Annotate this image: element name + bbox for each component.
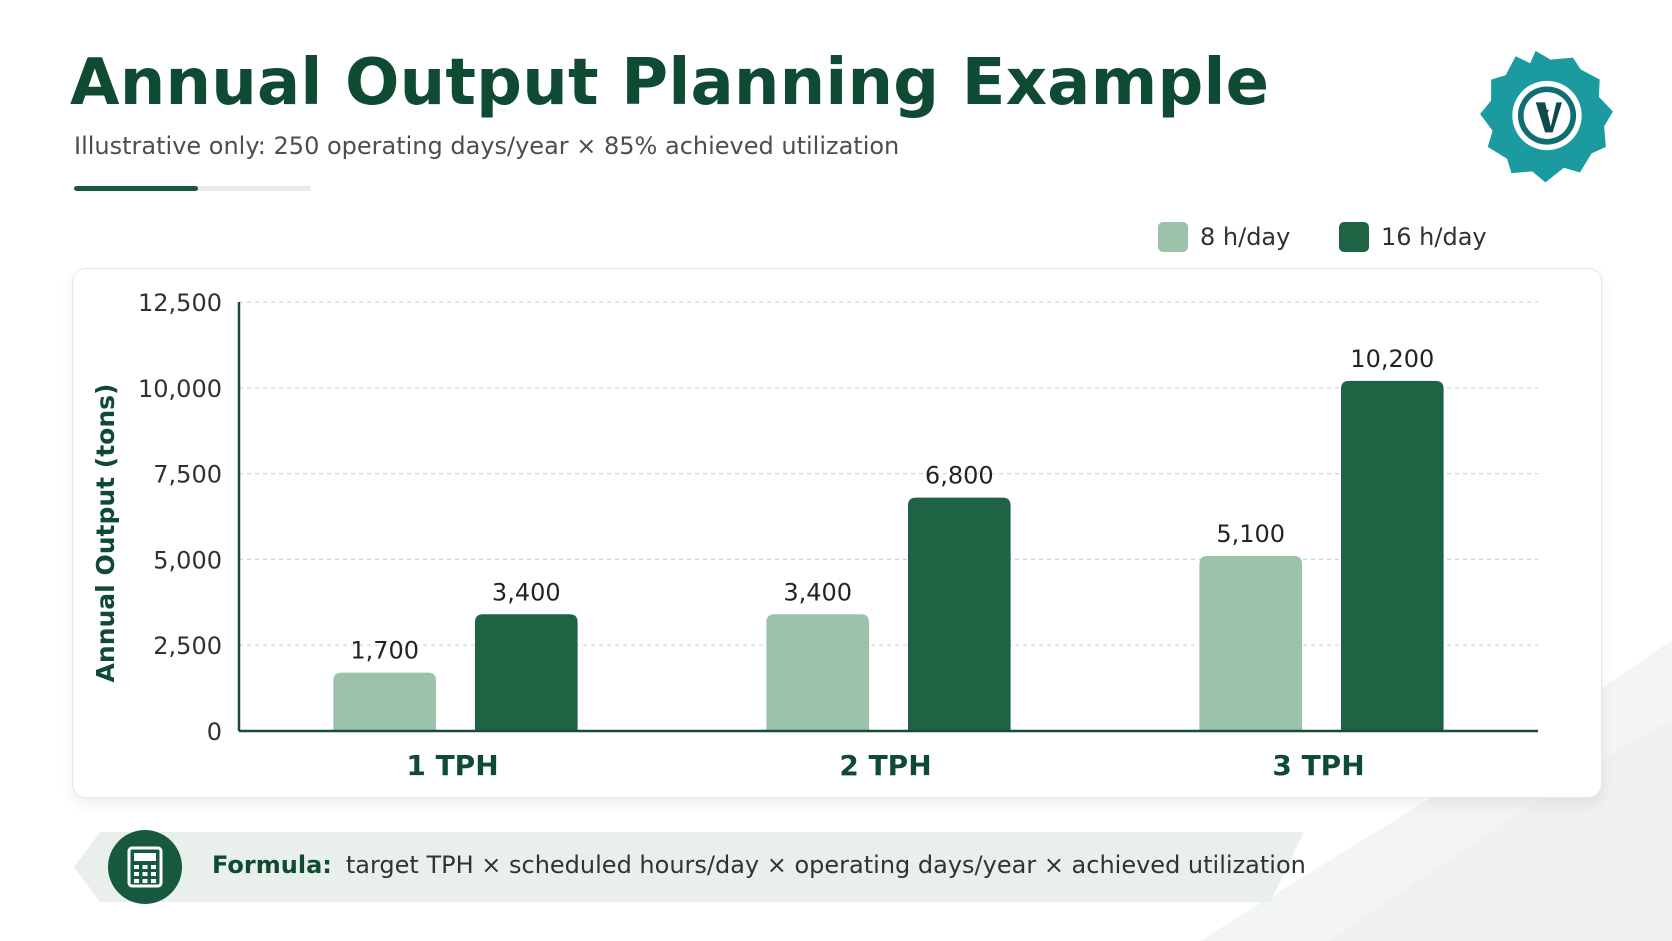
formula-text: Formula: target TPH × scheduled hours/day…: [212, 851, 1306, 879]
bar: [907, 497, 1011, 731]
bar: [474, 614, 578, 731]
legend-item-8h: 8 h/day: [1158, 222, 1290, 252]
gear-logo-icon: [1480, 50, 1613, 183]
y-tick-label: 5,000: [153, 546, 222, 574]
x-tick-label: 2 TPH: [839, 749, 931, 782]
formula-bar: [74, 832, 1304, 902]
legend-swatch-8h: [1158, 222, 1188, 252]
bar-value-label: 3,400: [783, 578, 852, 606]
title-underline-accent: [74, 186, 198, 191]
grid-layer: [239, 301, 1538, 646]
bar-layer: [333, 380, 1444, 731]
label-layer: 0 2,500 5,000 7,500 10,000 12,500 1,700 3,400 1 …: [138, 289, 1434, 782]
bar: [766, 614, 870, 731]
bar-value-label: 10,200: [1350, 345, 1434, 373]
calculator-icon: [108, 830, 182, 904]
y-tick-label: 7,500: [153, 461, 222, 489]
legend-swatch-16h: [1339, 222, 1369, 252]
legend-label-8h: 8 h/day: [1200, 223, 1291, 251]
y-axis-title: Annual Output (tons): [91, 384, 120, 683]
formula-expression: target TPH × scheduled hours/day × opera…: [345, 851, 1306, 879]
bar-value-label: 1,700: [350, 637, 419, 665]
legend-item-16h: 16 h/day: [1339, 222, 1487, 252]
x-tick-label: 1 TPH: [406, 749, 498, 782]
formula-label: Formula:: [212, 851, 332, 879]
page-title: Annual Output Planning Example: [70, 46, 1270, 120]
x-tick-label: 3 TPH: [1272, 749, 1364, 782]
y-tick-label: 12,500: [138, 289, 222, 317]
y-tick-label: 10,000: [138, 375, 222, 403]
bar-value-label: 5,100: [1216, 520, 1285, 548]
page-subtitle: Illustrative only: 250 operating days/ye…: [74, 132, 900, 160]
bar-value-label: 6,800: [925, 462, 994, 490]
y-tick-label: 0: [207, 718, 222, 746]
bar: [1199, 555, 1303, 731]
bar-value-label: 3,400: [492, 578, 561, 606]
y-tick-label: 2,500: [153, 632, 222, 660]
bar: [1340, 380, 1444, 731]
legend-label-16h: 16 h/day: [1381, 223, 1487, 251]
bar: [333, 672, 437, 731]
